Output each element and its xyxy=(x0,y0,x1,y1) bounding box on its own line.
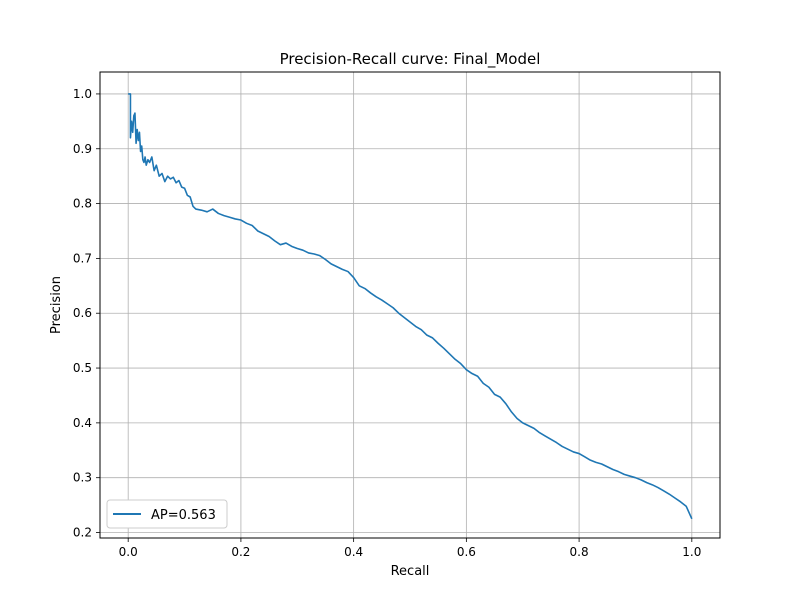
x-tick-label: 0.2 xyxy=(231,545,250,559)
legend-label: AP=0.563 xyxy=(151,508,216,523)
y-tick-label: 0.6 xyxy=(73,306,92,320)
y-tick-label: 0.5 xyxy=(73,361,92,375)
ticks-layer: 0.0 0.2 0.4 0.6 0.8 1.0 0.2 0.3 0.4 0.5 0.6 0.7 0.8 0… xyxy=(73,87,701,559)
y-axis-label: Precision xyxy=(49,276,64,334)
y-tick-label: 0.2 xyxy=(73,526,92,540)
y-tick-label: 0.7 xyxy=(73,251,92,265)
x-tick-label: 0.0 xyxy=(119,545,138,559)
grid-layer xyxy=(100,72,720,538)
x-tick-label: 1.0 xyxy=(682,545,701,559)
legend-box xyxy=(106,499,228,529)
chart-title: Precision-Recall curve: Final_Model xyxy=(280,50,541,69)
x-tick-label: 0.8 xyxy=(570,545,589,559)
x-tick-label: 0.4 xyxy=(344,545,363,559)
x-axis-label: Recall xyxy=(391,564,430,579)
y-tick-label: 0.3 xyxy=(73,471,92,485)
axes-frame xyxy=(99,71,721,539)
y-tick-label: 0.8 xyxy=(73,197,92,211)
series-line xyxy=(128,93,693,520)
y-tick-label: 0.4 xyxy=(73,416,92,430)
legend: AP=0.563 xyxy=(106,499,228,529)
y-tick-label: 0.9 xyxy=(73,142,92,156)
x-tick-label: 0.6 xyxy=(457,545,476,559)
series-layer xyxy=(128,93,693,520)
y-tick-label: 1.0 xyxy=(73,87,92,101)
